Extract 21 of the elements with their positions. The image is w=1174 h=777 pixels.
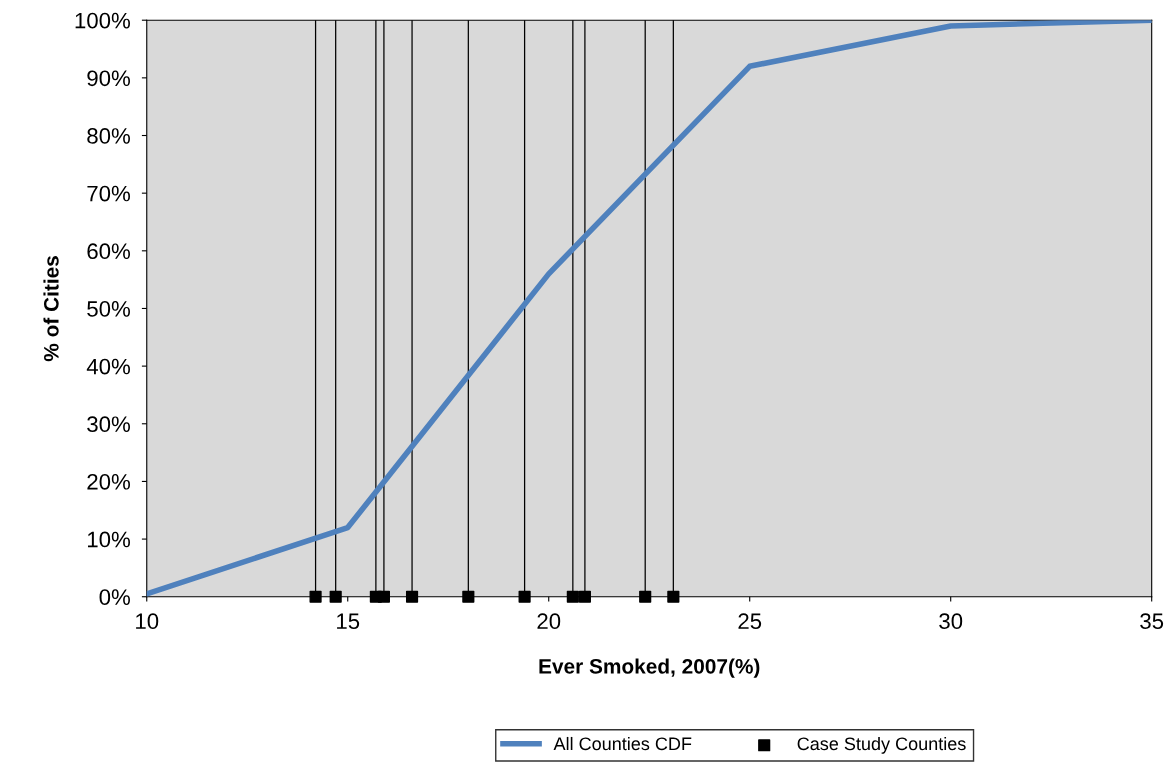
y-tick-label: 80% [87, 128, 130, 144]
legend-label: All Counties CDF [553, 736, 692, 751]
y-tick-label: 70% [87, 185, 130, 202]
x-tick-label: 25 [738, 613, 762, 630]
x-tick-label: 35 [1140, 613, 1164, 630]
y-tick-label: 10% [88, 531, 130, 548]
y-tick-label: 40% [86, 358, 130, 375]
x-tick-label: 15 [337, 613, 360, 630]
x-axis-title: Ever Smoked, 2007(%) [539, 658, 760, 678]
y-tick-label: 100% [75, 12, 130, 29]
y-tick-label: 90% [87, 70, 130, 87]
x-tick-label: 20 [537, 613, 561, 630]
x-tick-label: 30 [939, 613, 963, 630]
y-tick-label: 50% [87, 301, 130, 317]
legend-label: Case Study Counties [797, 736, 966, 754]
y-tick-label: 30% [87, 416, 130, 433]
y-tick-label: 20% [87, 473, 130, 490]
y-tick-label: 60% [87, 243, 130, 260]
y-tick-label: 0% [99, 589, 130, 606]
y-axis-title: % of Cities [43, 256, 59, 362]
x-tick-label: 10 [136, 613, 159, 630]
